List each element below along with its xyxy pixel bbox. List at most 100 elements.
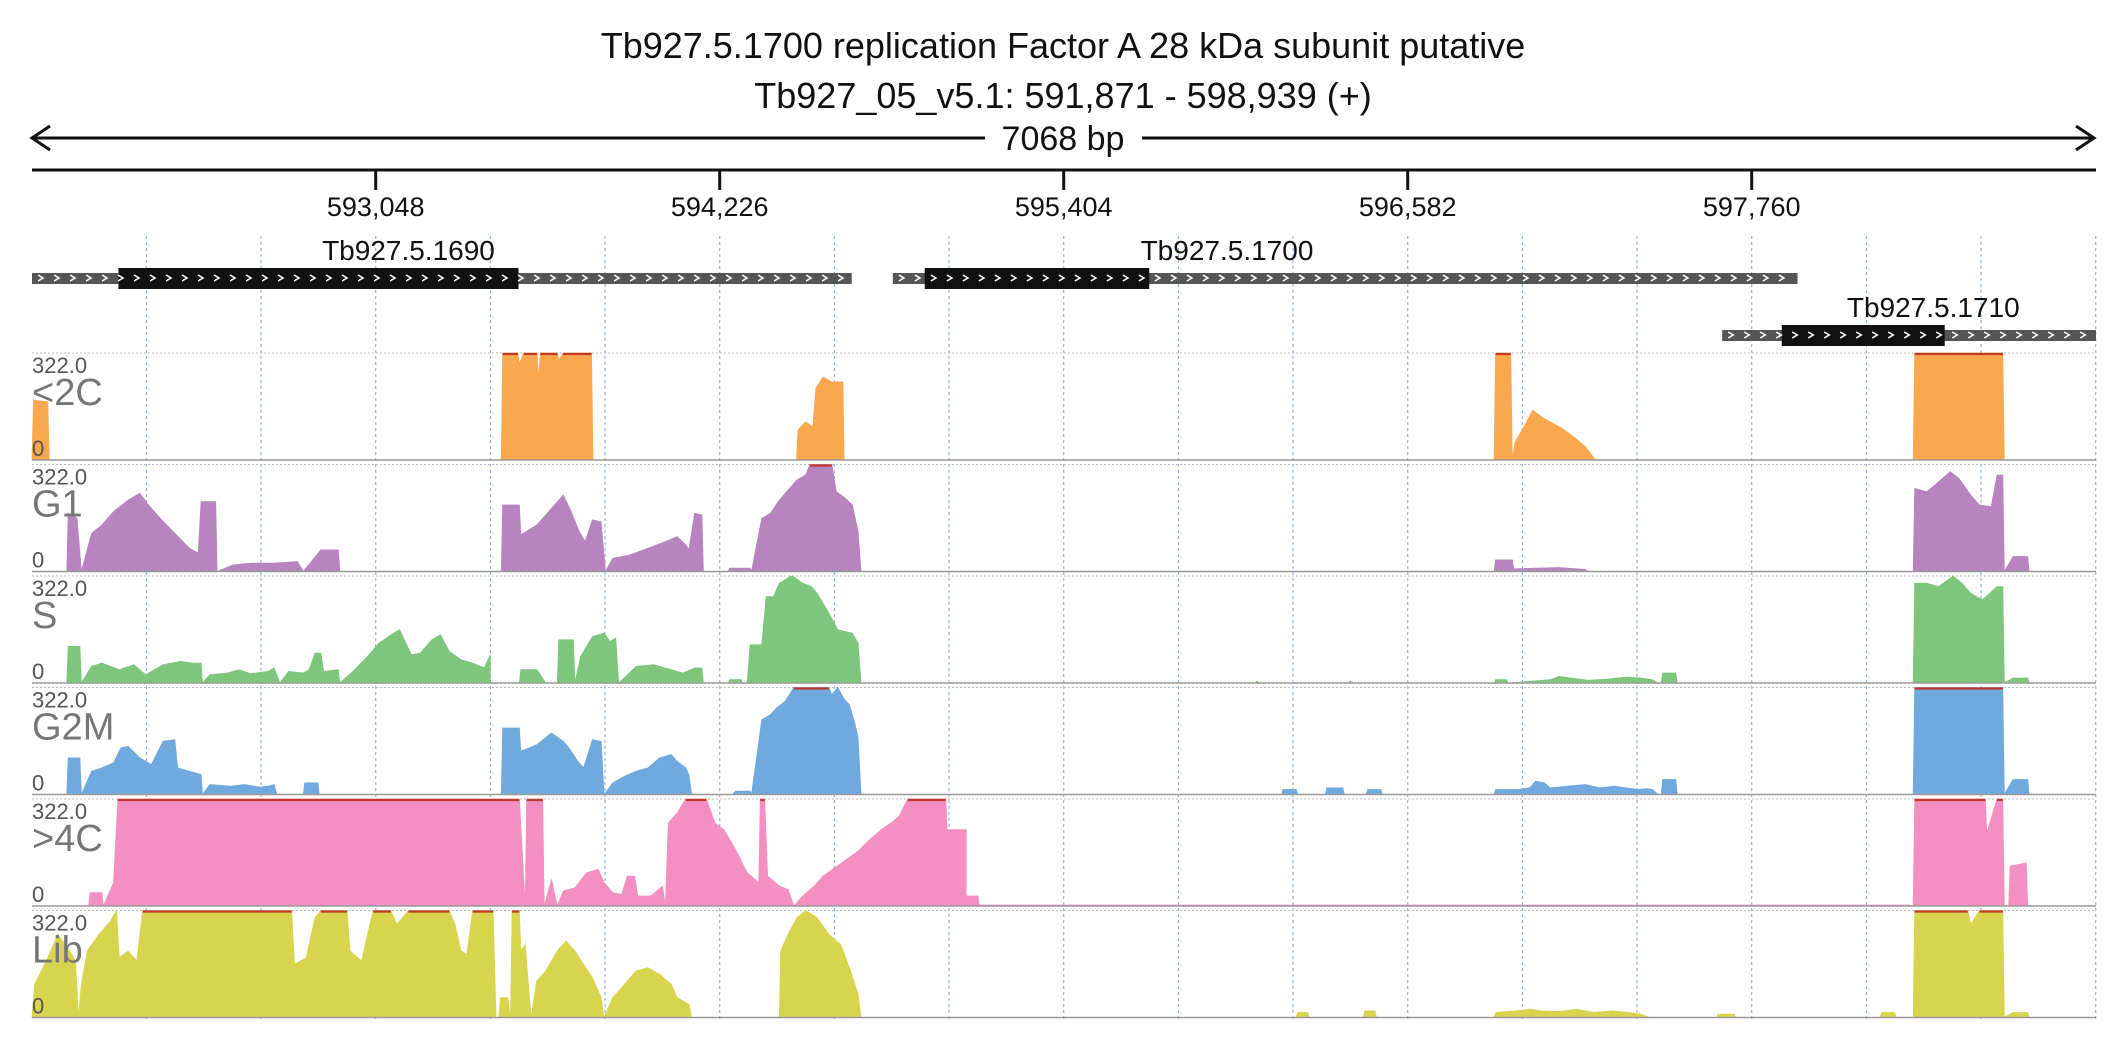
gene-strand-chevron [1570,274,1578,282]
gene-strand-chevron [261,274,269,282]
gene-strand-chevron [453,274,461,282]
coverage-area [32,575,2096,685]
gene-strand-chevron [1042,274,1050,282]
gene-strand-chevron [1887,331,1895,339]
gene-strand-chevron [693,274,701,282]
gene-strand-chevron [1791,331,1799,339]
gene-label: Tb927.5.1700 [1141,235,1314,266]
gene-strand-chevron [1698,274,1706,282]
gene-strand-chevron [1618,274,1626,282]
gene-strand-chevron [1346,274,1354,282]
gene-strand-chevron [293,274,301,282]
gene-strand-chevron [898,274,906,282]
gene-strand-chevron [773,274,781,282]
gene-strand-chevron [1170,274,1178,282]
gene-strand-chevron [501,274,509,282]
gene-strand-chevron [1871,331,1879,339]
gene-strand-chevron [37,274,45,282]
gene-strand-chevron [1602,274,1610,282]
gene-strand-chevron [930,274,938,282]
coordinate-ticks: 593,048 594,226 595,404 596,582 597,760 [327,170,1801,222]
track-min-label: 0 [32,548,44,573]
span-ruler: 7068 bp [29,120,2097,158]
x-tick-label: 595,404 [1015,192,1113,222]
gene-strand-chevron [1634,274,1642,282]
gene-strand-chevron [1951,331,1959,339]
gene-strand-chevron [549,274,557,282]
gene-strand-chevron [1775,331,1783,339]
gene-strand-chevron [677,274,685,282]
gene-strand-chevron [1330,274,1338,282]
track-max-label: 322.0 [32,688,87,713]
coverage-area [31,352,2096,461]
gene-strand-chevron [978,274,986,282]
gene-strand-chevron [1807,331,1815,339]
gene-strand-chevron [197,274,205,282]
gene-strand-chevron [421,274,429,282]
track-name: >4C [32,818,103,860]
coverage-area [32,686,2096,796]
gene-strand-chevron [1314,274,1322,282]
gene-strand-chevron [1759,331,1767,339]
track-name: G2M [32,707,114,749]
track-name: G1 [32,484,83,526]
gene-label: Tb927.5.1690 [322,235,495,266]
gene-strand-chevron [341,274,349,282]
gene-strand-chevron [2063,331,2071,339]
track-min-label: 0 [32,436,44,461]
gene-strand-chevron [1058,274,1066,282]
track-min-label: 0 [32,659,44,684]
gene-strand-chevron [53,274,61,282]
gene-strand-chevron [741,274,749,282]
coverage-area [32,464,2096,573]
gene-strand-chevron [1410,274,1418,282]
gene-strand-chevron [597,274,605,282]
gene-strand-chevron [1202,274,1210,282]
gene-strand-chevron [1458,274,1466,282]
gene-strand-chevron [1490,274,1498,282]
gene-strand-chevron [149,274,157,282]
gene-strand-chevron [1026,274,1034,282]
gene-strand-chevron [645,274,653,282]
gene-strand-chevron [1743,331,1751,339]
gene-strand-chevron [1154,274,1162,282]
coverage-tracks: 322.00<2C322.00G1322.00S322.00G2M322.00>… [31,352,2096,1019]
gene-strand-chevron [1506,274,1514,282]
gene-cds-bar [1781,325,1945,346]
gene-strand-chevron [277,274,285,282]
gene-strand-chevron [837,274,845,282]
gene-strand-chevron [1106,274,1114,282]
gene-strand-chevron [1266,274,1274,282]
gene-strand-chevron [1554,274,1562,282]
track-max-label: 322.0 [32,465,87,490]
gene-strand-chevron [309,274,317,282]
span-length-label: 7068 bp [1002,120,1125,158]
track-max-label: 322.0 [32,353,87,378]
gene-strand-chevron [1378,274,1386,282]
gene-strand-chevron [1122,274,1130,282]
gene-strand-chevron [101,274,109,282]
gene-strand-chevron [1522,274,1530,282]
gene-strand-chevron [1903,331,1911,339]
track-max-label: 322.0 [32,799,87,824]
gene-strand-chevron [613,274,621,282]
gene-strand-chevron [373,274,381,282]
coverage-area [32,798,2096,908]
span-arrowhead-left [29,124,51,152]
gene-strand-chevron [914,274,922,282]
gene-strand-chevron [1138,274,1146,282]
gene-strand-chevron [1394,274,1402,282]
gene-cds-bar [924,268,1150,289]
gene-strand-chevron [1250,274,1258,282]
gene-strand-chevron [1234,274,1242,282]
gene-strand-chevron [1682,274,1690,282]
chart-subtitle: Tb927_05_v5.1: 591,871 - 598,939 (+) [754,75,1371,116]
track-name: S [32,595,57,637]
gene-strand-chevron [133,274,141,282]
gene-strand-chevron [1474,274,1482,282]
gene-strand-chevron [2047,331,2055,339]
gene-strand-chevron [2079,331,2087,339]
gene-strand-chevron [1282,274,1290,282]
track-max-label: 322.0 [32,576,87,601]
